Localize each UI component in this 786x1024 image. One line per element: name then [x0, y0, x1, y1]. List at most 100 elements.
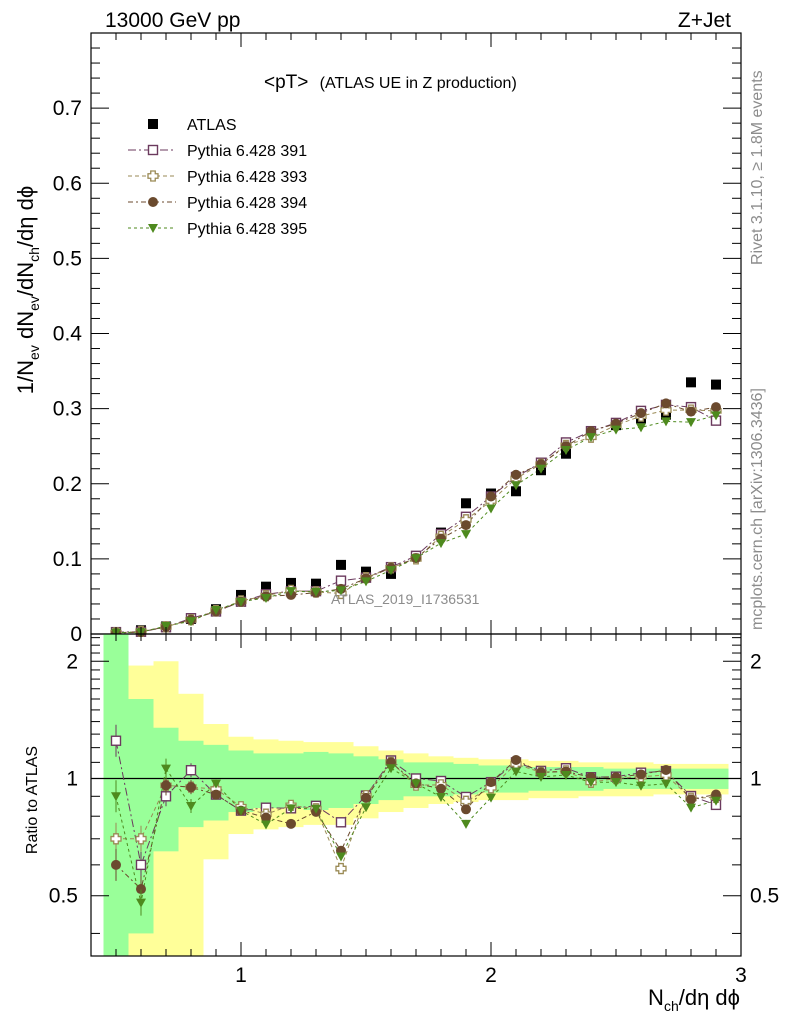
data-point	[661, 398, 671, 409]
data-point	[511, 469, 521, 480]
ratio-y-tick-label: 1	[750, 767, 762, 790]
data-point	[561, 445, 571, 455]
main-panel: 0 0.1 0.2 0.3 0.4 0.5 0.6 0.7	[53, 32, 742, 646]
ratio-point	[386, 764, 396, 774]
data-point	[361, 566, 371, 577]
ratio-point	[185, 765, 197, 776]
ratio-point	[661, 765, 671, 776]
data-point	[335, 575, 347, 586]
chart-subtitle: (ATLAS UE in Z production)	[320, 75, 517, 92]
ratio-point	[486, 777, 496, 788]
ratio-point	[135, 833, 147, 845]
legend-marker	[147, 144, 159, 156]
ratio-point	[161, 764, 171, 774]
data-point	[336, 559, 346, 570]
ratio-point	[636, 781, 646, 791]
data-point	[586, 433, 596, 443]
data-point	[261, 581, 271, 592]
legend-label: Pythia 6.428 393	[187, 169, 307, 186]
ratio-y-tick-label: 1	[66, 767, 78, 790]
legend-marker	[148, 197, 158, 207]
y-tick-label: 0.5	[53, 247, 82, 270]
ratio-point	[186, 801, 196, 811]
data-point	[211, 605, 221, 615]
ratio-point	[211, 789, 221, 800]
ratio-point	[511, 754, 521, 765]
data-point	[461, 520, 471, 531]
data-point	[161, 622, 171, 632]
legend-label: ATLAS	[187, 117, 237, 134]
ratio-green-band-bin	[278, 753, 304, 808]
ratio-point	[686, 794, 696, 805]
ratio-point	[611, 778, 621, 788]
ratio-point	[211, 779, 221, 789]
watermark: ATLAS_2019_I1736531	[331, 591, 480, 607]
ratio-point	[236, 806, 246, 816]
x-tick-label: 2	[485, 964, 497, 987]
data-point	[311, 587, 321, 597]
data-point	[636, 423, 646, 433]
ratio-point	[711, 796, 721, 806]
ratio-point	[411, 779, 421, 789]
header-left: 13000 GeV pp	[105, 9, 240, 32]
legend-marker	[148, 224, 158, 233]
main-y-axis-label: 1/Nev dNev/dNch/dη dϕ	[13, 186, 42, 394]
ratio-point	[561, 770, 571, 780]
x-tick-label: 3	[735, 964, 747, 987]
data-point	[611, 425, 621, 435]
ratio-point	[486, 793, 496, 803]
y-tick-label: 0.3	[53, 398, 82, 421]
ratio-point	[136, 884, 146, 895]
legend-label: Pythia 6.428 394	[187, 195, 307, 212]
ratio-point	[286, 804, 296, 814]
data-point	[711, 402, 721, 413]
data-point	[661, 417, 671, 427]
ratio-point	[436, 783, 446, 794]
ratio-green-band-bin	[303, 751, 329, 810]
ratio-green-band-bin	[453, 763, 479, 795]
legend: ATLAS Pythia 6.428 391 Pythia 6.428 393 Pyt…	[128, 117, 307, 238]
chart-title: <pT> (ATLAS UE in Z production)	[264, 72, 517, 93]
data-point	[486, 491, 496, 502]
data-point	[486, 504, 496, 514]
data-point	[461, 530, 471, 540]
ratio-point	[436, 792, 446, 802]
legend-label: Pythia 6.428 391	[187, 143, 307, 160]
data-point	[686, 418, 696, 428]
ratio-point	[361, 792, 371, 803]
ratio-point	[261, 812, 271, 823]
ratio-point	[536, 772, 546, 782]
ratio-point	[286, 818, 296, 829]
data-point	[286, 587, 296, 597]
data-point	[511, 481, 521, 491]
x-axis-label: Nch/dη dϕ	[648, 985, 740, 1014]
data-point	[686, 377, 696, 388]
ratio-point	[111, 792, 121, 802]
mcplots-side-label: mcplots.cern.ch [arXiv:1306.3436]	[749, 388, 766, 630]
data-point	[511, 486, 521, 497]
ratio-point	[661, 779, 671, 789]
ratio-point	[336, 852, 346, 862]
ratio-y-tick-label: 2	[66, 650, 78, 673]
data-point	[386, 566, 396, 576]
y-tick-label: 0.1	[53, 548, 82, 571]
ratio-point	[111, 859, 121, 870]
data-point	[311, 578, 321, 589]
x-tick-label: 1	[235, 964, 247, 987]
ratio-y-tick-label: 2	[750, 650, 762, 673]
ratio-point	[110, 833, 122, 845]
data-point	[711, 379, 721, 390]
ratio-point	[261, 820, 271, 830]
data-point	[636, 408, 646, 419]
ratio-point	[335, 817, 347, 828]
header-right: Z+Jet	[678, 9, 731, 32]
data-point	[411, 554, 421, 564]
ratio-point	[461, 804, 471, 815]
data-point	[711, 411, 721, 421]
data-point	[186, 617, 196, 627]
ratio-point	[186, 782, 196, 793]
ratio-point	[586, 778, 596, 788]
ratio-y-tick-label: 0.5	[49, 885, 78, 908]
ratio-point	[110, 735, 122, 746]
ratio-point	[511, 767, 521, 777]
